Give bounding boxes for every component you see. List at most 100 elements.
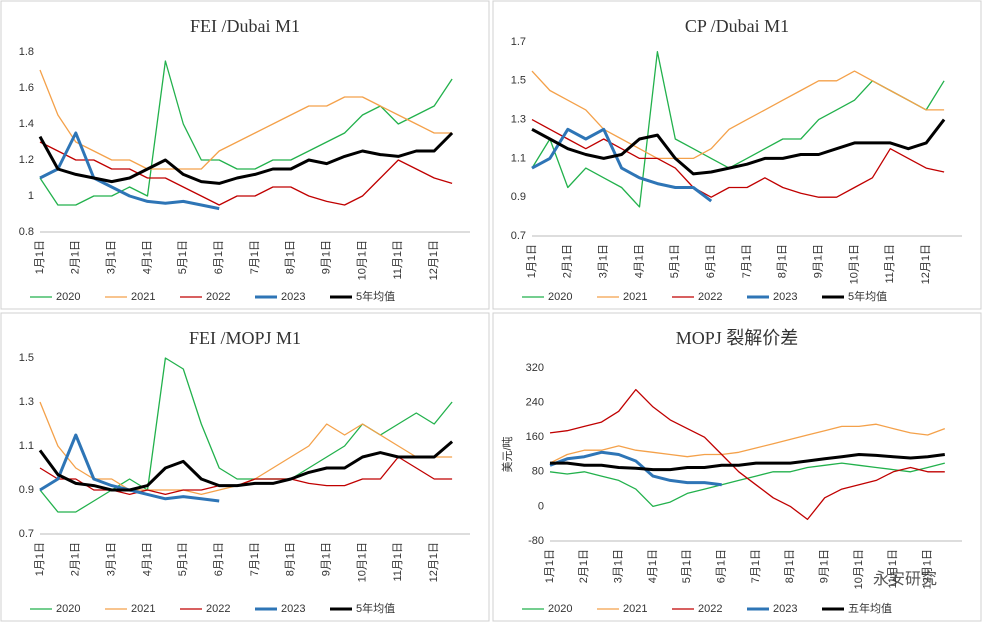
y-tick-label: 160 (526, 431, 544, 443)
x-tick-label: 1月1日 (544, 549, 556, 583)
series-line (39, 131, 220, 211)
y-tick-label: 1 (28, 190, 34, 202)
x-tick-label: 10月1日 (848, 244, 860, 284)
series-line (550, 453, 945, 472)
x-tick-label: 8月1日 (285, 240, 297, 274)
x-tick-label: 7月1日 (750, 549, 762, 583)
x-tick-label: 10月1日 (853, 549, 865, 589)
x-tick-label: 3月1日 (106, 542, 118, 576)
x-tick-label: 9月1日 (321, 240, 333, 274)
y-tick-label: 1.6 (19, 82, 34, 94)
legend-label: 5年均值 (848, 289, 887, 303)
legend-label: 2022 (206, 291, 230, 303)
legend-label: 5年均值 (356, 289, 395, 303)
series-line (39, 141, 453, 206)
chart-title: MOPJ 裂解价差 (676, 328, 799, 348)
x-tick-label: 3月1日 (598, 244, 610, 278)
y-tick-label: -80 (528, 535, 544, 547)
series-line (531, 70, 945, 160)
series-line (39, 69, 453, 170)
y-tick-label: 320 (526, 362, 544, 374)
x-tick-label: 6月1日 (213, 240, 225, 274)
y-tick-label: 1.1 (511, 152, 526, 164)
legend-label: 2021 (623, 291, 647, 303)
chart-title: FEI /Dubai M1 (190, 16, 300, 36)
y-tick-label: 1.3 (19, 396, 34, 408)
series-line (531, 127, 713, 203)
y-tick-label: 1.7 (511, 36, 526, 48)
x-tick-label: 5月1日 (177, 240, 189, 274)
x-tick-label: 7月1日 (249, 542, 261, 576)
panel-border (0, 0, 490, 310)
x-tick-label: 2月1日 (70, 542, 82, 576)
x-tick-label: 2月1日 (562, 244, 574, 278)
x-tick-label: 1月1日 (526, 244, 538, 278)
panel-border (492, 0, 982, 310)
chart-title: FEI /MOPJ M1 (189, 328, 301, 348)
legend-label: 2020 (548, 291, 572, 303)
series-line (549, 388, 945, 521)
x-tick-label: 5月1日 (177, 542, 189, 576)
x-tick-label: 5月1日 (681, 549, 693, 583)
legend-label: 2023 (773, 603, 797, 615)
panel-border (0, 312, 490, 622)
x-tick-label: 2月1日 (70, 240, 82, 274)
x-tick-label: 5月1日 (669, 244, 681, 278)
x-tick-label: 2月1日 (578, 549, 590, 583)
y-tick-label: 0 (538, 500, 544, 512)
legend-label: 2021 (623, 603, 647, 615)
x-tick-label: 11月1日 (392, 240, 404, 280)
series-line (531, 118, 946, 176)
x-tick-label: 7月1日 (249, 240, 261, 274)
series-line (549, 450, 722, 487)
chart-title: CP /Dubai M1 (685, 16, 789, 36)
y-tick-label: 1.3 (511, 114, 526, 126)
series-line (38, 440, 454, 492)
x-tick-label: 8月1日 (784, 549, 796, 583)
legend-label: 2023 (281, 291, 305, 303)
y-tick-label: 0.8 (19, 226, 34, 238)
series-line (531, 51, 945, 208)
x-tick-label: 6月1日 (716, 549, 728, 583)
x-tick-label: 9月1日 (813, 244, 825, 278)
x-tick-label: 3月1日 (106, 240, 118, 274)
legend-label: 2020 (548, 603, 572, 615)
x-tick-label: 9月1日 (321, 542, 333, 576)
x-tick-label: 12月1日 (920, 244, 932, 284)
legend-label: 5年均值 (356, 601, 395, 615)
y-tick-label: 0.9 (511, 191, 526, 203)
y-tick-label: 1.5 (19, 352, 34, 364)
series-line (39, 60, 453, 206)
x-tick-label: 11月1日 (887, 549, 899, 589)
x-tick-label: 12月1日 (922, 549, 934, 589)
y-axis-label: 美元/吨 (501, 436, 514, 472)
legend-label: 2023 (281, 603, 305, 615)
series-line (549, 462, 945, 508)
x-tick-label: 6月1日 (705, 244, 717, 278)
x-tick-label: 10月1日 (356, 240, 368, 280)
x-tick-label: 6月1日 (213, 542, 225, 576)
legend-label: 2023 (773, 291, 797, 303)
panel-border (492, 312, 982, 622)
y-tick-label: 0.7 (511, 230, 526, 242)
y-tick-label: 1.2 (19, 154, 34, 166)
x-tick-label: 11月1日 (884, 244, 896, 284)
x-tick-label: 7月1日 (741, 244, 753, 278)
series-line (38, 131, 454, 185)
y-tick-label: 0.7 (19, 528, 34, 540)
y-tick-label: 1.8 (19, 46, 34, 58)
y-tick-label: 1.5 (511, 75, 526, 87)
x-tick-label: 3月1日 (613, 549, 625, 583)
legend-label: 2021 (131, 603, 155, 615)
legend-label: 2020 (56, 291, 80, 303)
x-tick-label: 4月1日 (633, 244, 645, 278)
legend-label: 2022 (698, 291, 722, 303)
legend-label: 2021 (131, 291, 155, 303)
x-tick-label: 1月1日 (34, 542, 46, 576)
x-tick-label: 4月1日 (647, 549, 659, 583)
x-tick-label: 12月1日 (428, 240, 440, 280)
x-tick-label: 4月1日 (141, 542, 153, 576)
series-line (531, 119, 945, 198)
y-tick-label: 1.1 (19, 440, 34, 452)
legend-label: 2020 (56, 603, 80, 615)
